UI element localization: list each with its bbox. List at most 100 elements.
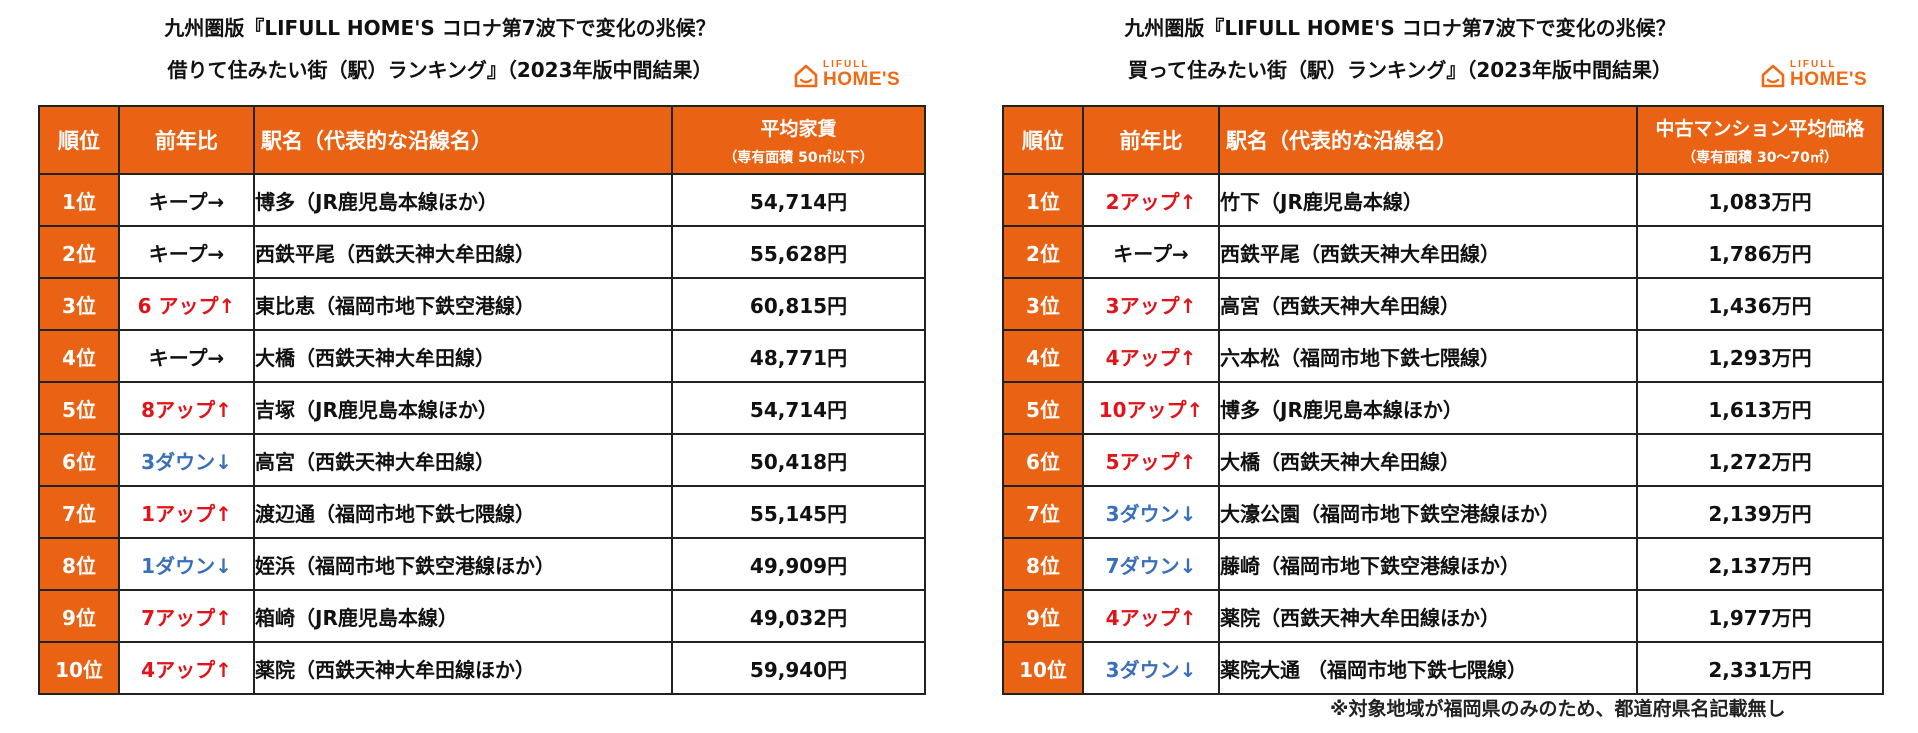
house-icon (1761, 64, 1785, 88)
rank-cell: 1位 (1002, 173, 1084, 227)
table-row: 4位 4アップ↑ 六本松（福岡市地下鉄七隈線） 1,293万円 (1002, 329, 1884, 383)
station-cell: 姪浜（福岡市地下鉄空港線ほか） (253, 537, 673, 591)
rank-cell: 6位 (38, 433, 120, 487)
change-cell: 4アップ↑ (1082, 589, 1220, 643)
change-cell: 10アップ↑ (1082, 381, 1220, 435)
table-row: 6位 5アップ↑ 大橋（西鉄天神大牟田線） 1,272万円 (1002, 433, 1884, 487)
price-cell: 54,714円 (671, 173, 926, 227)
rank-cell: 8位 (38, 537, 120, 591)
table-row: 1位 キープ→ 博多（JR鹿児島本線ほか） 54,714円 (38, 173, 926, 227)
table-row: 9位 7アップ↑ 箱崎（JR鹿児島本線） 49,032円 (38, 589, 926, 643)
price-cell: 59,940円 (671, 641, 926, 695)
change-cell: 4アップ↑ (1082, 329, 1220, 383)
rank-cell: 5位 (1002, 381, 1084, 435)
station-cell: 高宮（西鉄天神大牟田線） (253, 433, 673, 487)
header-price-sub: （専有面積 30～70㎡） (1682, 149, 1838, 166)
table-row: 5位 10アップ↑ 博多（JR鹿児島本線ほか） 1,613万円 (1002, 381, 1884, 435)
footnote: ※対象地域が福岡県のみのため、都道府県名記載無し (1330, 698, 1786, 720)
header-station: 駅名（代表的な沿線名） (1218, 105, 1638, 175)
price-cell: 49,032円 (671, 589, 926, 643)
purchase-title-line1: 九州圏版『LIFULL HOME'S コロナ第7波下で変化の兆候？ (1124, 16, 1676, 40)
station-cell: 吉塚（JR鹿児島本線ほか） (253, 381, 673, 435)
price-cell: 1,293万円 (1636, 329, 1884, 383)
logo-bottom-text: HOME'S (1790, 69, 1868, 90)
change-cell: キープ→ (118, 173, 255, 227)
header-change: 前年比 (118, 105, 255, 175)
price-cell: 1,613万円 (1636, 381, 1884, 435)
station-cell: 薬院（西鉄天神大牟田線ほか） (1218, 589, 1638, 643)
change-cell: キープ→ (118, 329, 255, 383)
station-cell: 大橋（西鉄天神大牟田線） (253, 329, 673, 383)
rental-ranking-table: 順位 前年比 駅名（代表的な沿線名） 平均家賃 （専有面積 50㎡以下） 1位キ… (38, 105, 926, 695)
change-cell: 6 アップ↑ (118, 277, 255, 331)
table-row: 2位 キープ→ 西鉄平尾（西鉄天神大牟田線） 55,628円 (38, 225, 926, 279)
change-cell: 7アップ↑ (118, 589, 255, 643)
table-row: 9位 4アップ↑ 薬院（西鉄天神大牟田線ほか） 1,977万円 (1002, 589, 1884, 643)
rank-cell: 4位 (1002, 329, 1084, 383)
station-cell: 東比恵（福岡市地下鉄空港線） (253, 277, 673, 331)
table-row: 2位 キープ→ 西鉄平尾（西鉄天神大牟田線） 1,786万円 (1002, 225, 1884, 279)
change-cell: 7ダウン↓ (1082, 537, 1220, 591)
change-cell: 4アップ↑ (118, 641, 255, 695)
price-cell: 54,714円 (671, 381, 926, 435)
rank-cell: 10位 (38, 641, 120, 695)
header-price-sub: （専有面積 50㎡以下） (723, 149, 874, 166)
price-cell: 55,145円 (671, 485, 926, 539)
rank-cell: 4位 (38, 329, 120, 383)
header-rank: 順位 (1002, 105, 1084, 175)
price-cell: 1,786万円 (1636, 225, 1884, 279)
change-cell: 1ダウン↓ (118, 537, 255, 591)
station-cell: 箱崎（JR鹿児島本線） (253, 589, 673, 643)
rental-title-line2: 借りて住みたい街（駅）ランキング』（2023年版中間結果） (167, 58, 713, 82)
change-cell: 3ダウン↓ (1082, 485, 1220, 539)
table-row: 8位 7ダウン↓ 藤崎（福岡市地下鉄空港線ほか） 2,137万円 (1002, 537, 1884, 591)
table-row: 5位 8アップ↑ 吉塚（JR鹿児島本線ほか） 54,714円 (38, 381, 926, 435)
price-cell: 2,137万円 (1636, 537, 1884, 591)
purchase-ranking-table: 順位 前年比 駅名（代表的な沿線名） 中古マンション平均価格 （専有面積 30～… (1002, 105, 1884, 695)
station-cell: 高宮（西鉄天神大牟田線） (1218, 277, 1638, 331)
rank-cell: 9位 (1002, 589, 1084, 643)
price-cell: 55,628円 (671, 225, 926, 279)
price-cell: 1,436万円 (1636, 277, 1884, 331)
price-cell: 50,418円 (671, 433, 926, 487)
rank-cell: 10位 (1002, 641, 1084, 695)
rank-cell: 7位 (1002, 485, 1084, 539)
header-price: 中古マンション平均価格 （専有面積 30～70㎡） (1636, 105, 1884, 175)
rank-cell: 9位 (38, 589, 120, 643)
change-cell: 5アップ↑ (1082, 433, 1220, 487)
table-row: 10位 3ダウン↓ 薬院大通 （福岡市地下鉄七隈線） 2,331万円 (1002, 641, 1884, 695)
table-row: 1位 2アップ↑ 竹下（JR鹿児島本線） 1,083万円 (1002, 173, 1884, 227)
header-change: 前年比 (1082, 105, 1220, 175)
station-cell: 博多（JR鹿児島本線ほか） (1218, 381, 1638, 435)
station-cell: 竹下（JR鹿児島本線） (1218, 173, 1638, 227)
table-row: 3位 6 アップ↑ 東比恵（福岡市地下鉄空港線） 60,815円 (38, 277, 926, 331)
change-cell: 2アップ↑ (1082, 173, 1220, 227)
lifull-homes-logo: LIFULL HOME'S (1760, 60, 1867, 89)
price-cell: 1,977万円 (1636, 589, 1884, 643)
table-row: 8位 1ダウン↓ 姪浜（福岡市地下鉄空港線ほか） 49,909円 (38, 537, 926, 591)
change-cell: 1アップ↑ (118, 485, 255, 539)
station-cell: 藤崎（福岡市地下鉄空港線ほか） (1218, 537, 1638, 591)
lifull-homes-logo: LIFULL HOME'S (793, 60, 900, 89)
station-cell: 大橋（西鉄天神大牟田線） (1218, 433, 1638, 487)
rank-cell: 8位 (1002, 537, 1084, 591)
station-cell: 博多（JR鹿児島本線ほか） (253, 173, 673, 227)
station-cell: 薬院大通 （福岡市地下鉄七隈線） (1218, 641, 1638, 695)
change-cell: キープ→ (118, 225, 255, 279)
purchase-title-line2: 買って住みたい街（駅）ランキング』（2023年版中間結果） (1127, 58, 1673, 82)
header-rank: 順位 (38, 105, 120, 175)
price-cell: 2,139万円 (1636, 485, 1884, 539)
rank-cell: 6位 (1002, 433, 1084, 487)
table-row: 6位 3ダウン↓ 高宮（西鉄天神大牟田線） 50,418円 (38, 433, 926, 487)
table-row: 10位 4アップ↑ 薬院（西鉄天神大牟田線ほか） 59,940円 (38, 641, 926, 695)
price-cell: 1,272万円 (1636, 433, 1884, 487)
change-cell: 3ダウン↓ (1082, 641, 1220, 695)
table-row: 3位 3アップ↑ 高宮（西鉄天神大牟田線） 1,436万円 (1002, 277, 1884, 331)
table-row: 7位 1アップ↑ 渡辺通（福岡市地下鉄七隈線） 55,145円 (38, 485, 926, 539)
header-price-main: 中古マンション平均価格 (1655, 117, 1865, 140)
station-cell: 薬院（西鉄天神大牟田線ほか） (253, 641, 673, 695)
logo-top-text: LIFULL (1790, 59, 1837, 70)
header-price: 平均家賃 （専有面積 50㎡以下） (671, 105, 926, 175)
table-row: 4位 キープ→ 大橋（西鉄天神大牟田線） 48,771円 (38, 329, 926, 383)
table-row: 7位 3ダウン↓ 大濠公園（福岡市地下鉄空港線ほか） 2,139万円 (1002, 485, 1884, 539)
